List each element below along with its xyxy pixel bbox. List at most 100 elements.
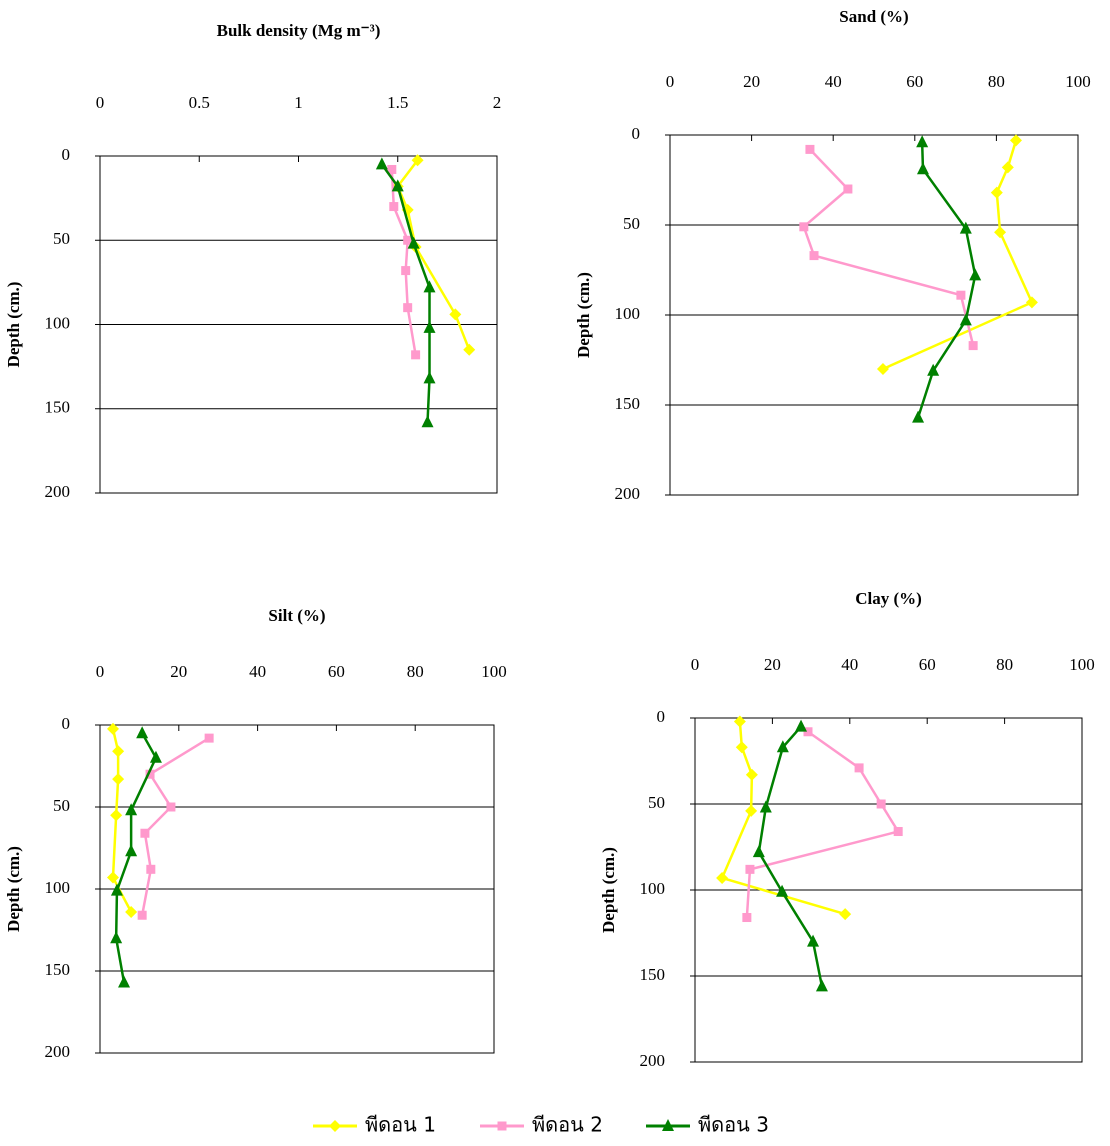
x-tick-label: 60 [906, 72, 923, 91]
triangle-marker [110, 931, 122, 943]
x-tick-label: 0 [96, 662, 105, 681]
y-tick-label: 150 [615, 394, 641, 413]
square-marker [843, 185, 852, 194]
triangle-marker [111, 884, 123, 896]
y-tick-label: 150 [640, 965, 666, 984]
diamond-marker [745, 805, 757, 817]
diamond-marker [734, 715, 746, 727]
series-line [398, 160, 469, 350]
diamond-marker [449, 308, 461, 320]
y-tick-label: 100 [640, 879, 666, 898]
x-tick-label: 0.5 [189, 93, 210, 112]
triangle-marker [912, 411, 924, 423]
triangle-marker [136, 726, 148, 738]
triangle-marker [118, 975, 130, 987]
triangle-marker [916, 135, 928, 147]
square-marker [877, 800, 886, 809]
legend-label: พีดอน 2 [532, 1113, 603, 1137]
square-marker [498, 1122, 507, 1131]
x-tick-label: 100 [1065, 72, 1091, 91]
x-tick-label: 20 [764, 655, 781, 674]
x-tick-label: 1.5 [387, 93, 408, 112]
square-marker [969, 341, 978, 350]
y-tick-label: 100 [45, 313, 71, 332]
square-marker [799, 222, 808, 231]
chart-title: Silt (%) [268, 606, 325, 625]
diamond-marker [1026, 296, 1038, 308]
diamond-marker [991, 187, 1003, 199]
diamond-marker [110, 809, 122, 821]
x-tick-label: 80 [407, 662, 424, 681]
y-axis-label: Depth (cm.) [574, 272, 593, 358]
triangle-marker [795, 720, 807, 732]
x-tick-label: 0 [666, 72, 675, 91]
diamond-marker [877, 363, 889, 375]
diamond-marker [994, 226, 1006, 238]
diamond-marker [839, 908, 851, 920]
square-marker [805, 145, 814, 154]
x-tick-label: 60 [328, 662, 345, 681]
square-marker [389, 202, 398, 211]
y-tick-label: 50 [648, 793, 665, 812]
y-tick-label: 100 [615, 304, 641, 323]
square-marker [166, 803, 175, 812]
triangle-marker [422, 415, 434, 427]
legend-label: พีดอน 1 [365, 1113, 436, 1137]
triangle-marker [424, 321, 436, 333]
y-axis-label: Depth (cm.) [4, 282, 23, 368]
triangle-marker [125, 844, 137, 856]
y-tick-label: 50 [53, 796, 70, 815]
diamond-marker [1010, 134, 1022, 146]
diamond-marker [1002, 161, 1014, 173]
y-tick-label: 0 [62, 145, 71, 164]
square-marker [810, 251, 819, 260]
x-tick-label: 40 [841, 655, 858, 674]
diamond-marker [112, 773, 124, 785]
x-tick-label: 20 [743, 72, 760, 91]
x-tick-label: 100 [481, 662, 507, 681]
x-tick-label: 2 [493, 93, 502, 112]
x-tick-label: 80 [996, 655, 1013, 674]
triangle-marker [969, 268, 981, 280]
diamond-marker [736, 741, 748, 753]
triangle-marker [125, 803, 137, 815]
triangle-marker [753, 845, 765, 857]
square-marker [855, 763, 864, 772]
diamond-marker [329, 1120, 341, 1132]
x-tick-label: 0 [96, 93, 105, 112]
y-tick-label: 150 [45, 398, 71, 417]
y-tick-label: 200 [45, 1042, 71, 1061]
x-tick-label: 20 [170, 662, 187, 681]
chart-title: Bulk density (Mg m⁻³) [217, 21, 381, 40]
triangle-marker [760, 800, 772, 812]
square-marker [146, 865, 155, 874]
y-tick-label: 200 [45, 482, 71, 501]
x-tick-label: 40 [249, 662, 266, 681]
diamond-marker [463, 344, 475, 356]
diamond-marker [716, 872, 728, 884]
triangle-marker [376, 157, 388, 169]
subplot: Bulk density (Mg m⁻³)Depth (cm.)05010015… [4, 21, 501, 501]
triangle-marker [816, 979, 828, 991]
legend-label: พีดอน 3 [698, 1113, 769, 1137]
square-marker [205, 734, 214, 743]
diamond-marker [125, 906, 137, 918]
figure: Bulk density (Mg m⁻³) Depth (cm.) 0 50 100 15… [0, 0, 1110, 1146]
y-tick-label: 0 [657, 707, 666, 726]
triangle-marker [917, 162, 929, 174]
x-tick-label: 40 [825, 72, 842, 91]
square-marker [401, 266, 410, 275]
series-line [759, 727, 822, 987]
y-axis-label: Depth (cm.) [599, 847, 618, 933]
square-marker [742, 913, 751, 922]
square-marker [745, 865, 754, 874]
x-tick-label: 100 [1069, 655, 1095, 674]
diamond-marker [112, 745, 124, 757]
square-marker [956, 291, 965, 300]
y-tick-label: 150 [45, 960, 71, 979]
x-tick-label: 60 [919, 655, 936, 674]
square-marker [138, 911, 147, 920]
